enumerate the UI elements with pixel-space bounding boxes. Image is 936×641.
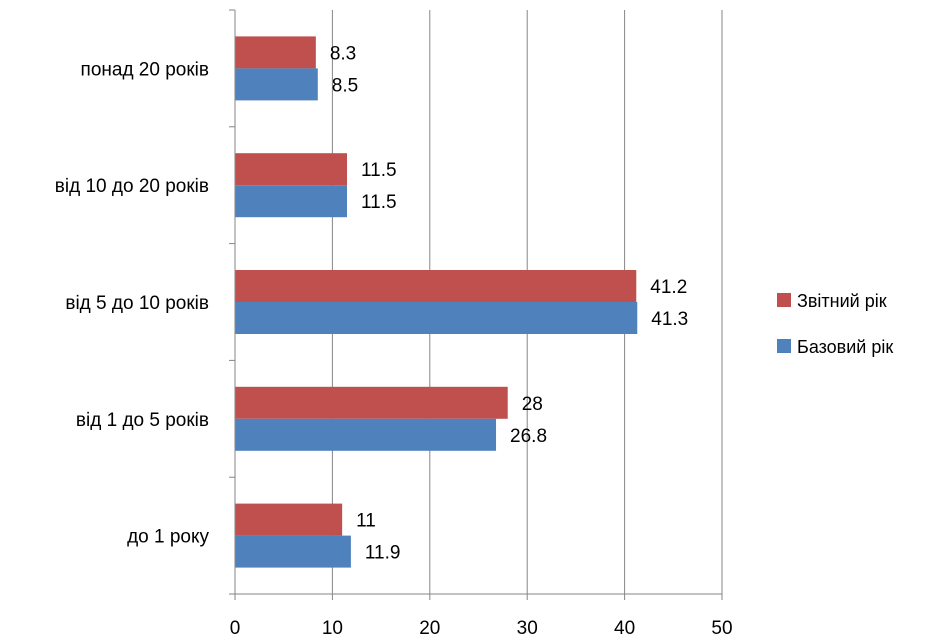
category-label: від 1 до 5 років — [76, 410, 209, 431]
x-tick-label: 50 — [711, 618, 732, 639]
data-label: 26.8 — [510, 426, 547, 447]
bar-base-year — [235, 185, 348, 218]
bar-reporting-year — [235, 153, 348, 186]
data-label: 41.3 — [651, 309, 688, 330]
x-tick-label: 0 — [230, 618, 241, 639]
category-label: від 10 до 20 років — [55, 176, 209, 197]
category-labels: до 1 року від 1 до 5 років від 5 до 10 рок… — [55, 59, 210, 547]
x-tick-label: 30 — [517, 618, 538, 639]
bar-base-year — [235, 68, 318, 101]
bar-base-year — [235, 302, 638, 334]
legend-swatch — [777, 339, 791, 353]
data-label: 8.5 — [332, 75, 358, 96]
legend-label: Базовий рік — [797, 337, 893, 357]
data-label: 11.9 — [365, 543, 401, 564]
axes — [229, 9, 723, 600]
data-labels: 11 11.9 28 26.8 41.2 41.3 11.5 11.5 8.3 8.5 — [330, 43, 688, 563]
x-tick-label: 20 — [419, 618, 440, 639]
bar-reporting-year — [235, 36, 316, 69]
data-label: 8.3 — [330, 43, 356, 64]
legend: Звітний рік Базовий рік — [777, 291, 893, 357]
data-label: 28 — [522, 394, 543, 415]
bar-reporting-year — [235, 270, 637, 302]
bar-reporting-year — [235, 503, 343, 536]
category-label: понад 20 років — [81, 59, 209, 80]
data-label: 11 — [356, 511, 376, 532]
legend-label: Звітний рік — [797, 291, 887, 311]
bar-base-year — [235, 535, 351, 568]
x-tick-label: 10 — [322, 618, 343, 639]
bar-base-year — [235, 418, 497, 451]
x-tick-labels: 0 10 20 30 40 50 — [230, 618, 733, 639]
data-label: 11.5 — [361, 192, 397, 213]
x-tick-label: 40 — [614, 618, 635, 639]
category-label: від 5 до 10 років — [65, 293, 209, 314]
data-label: 11.5 — [361, 160, 397, 181]
data-label: 41.2 — [650, 277, 687, 298]
legend-swatch — [777, 293, 791, 307]
category-label: до 1 року — [127, 527, 209, 548]
bar-reporting-year — [235, 386, 508, 419]
bars — [235, 36, 638, 568]
